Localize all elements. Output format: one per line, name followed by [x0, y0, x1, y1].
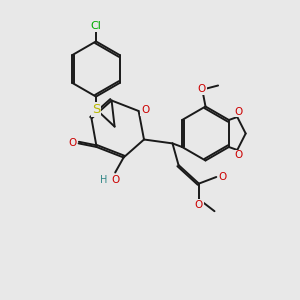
Text: O: O [235, 150, 243, 161]
Text: O: O [68, 138, 77, 148]
Text: H: H [100, 175, 107, 185]
Text: Cl: Cl [91, 21, 101, 31]
Text: O: O [219, 172, 227, 182]
Text: O: O [198, 84, 206, 94]
Text: O: O [235, 106, 243, 117]
Text: S: S [92, 103, 100, 116]
Text: O: O [112, 175, 120, 185]
Text: O: O [141, 105, 149, 115]
Text: O: O [195, 200, 203, 210]
